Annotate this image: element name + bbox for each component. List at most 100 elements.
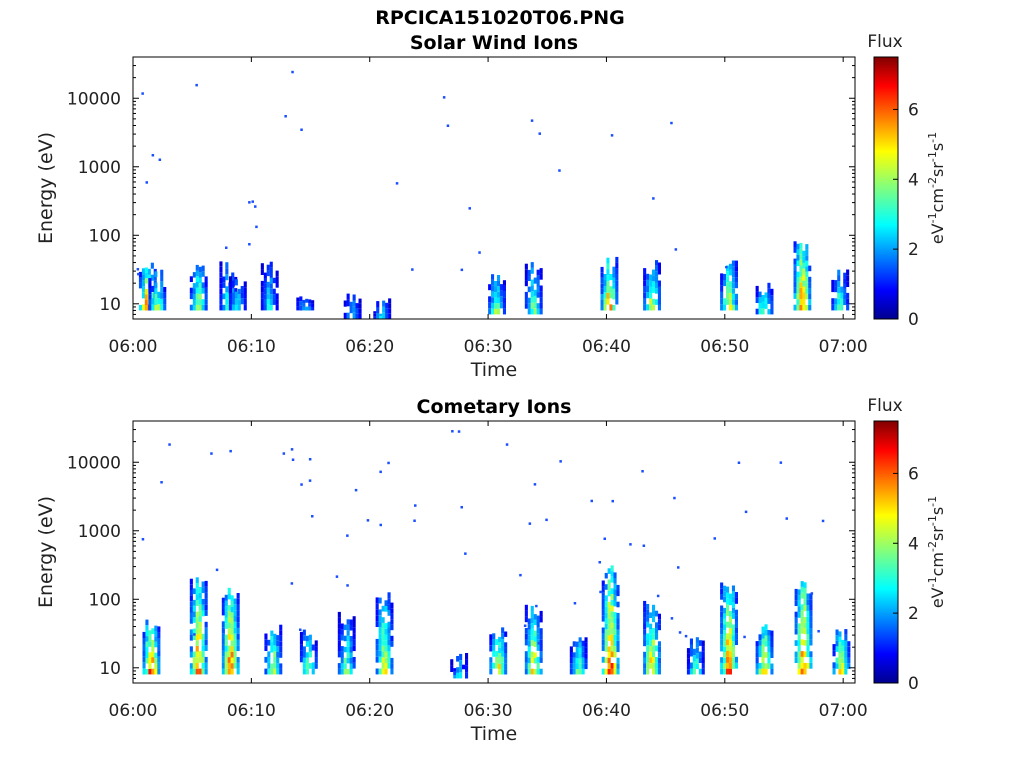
solar-wind-cell [755,291,759,298]
solar-wind-cell [497,308,501,315]
cometary-cell [157,662,161,669]
cometary-cell [613,612,617,618]
cometary-cell [686,648,690,654]
cometary-cell [572,657,576,664]
solar-wind-cell [609,274,613,281]
solar-wind-cell [802,274,806,281]
cometary-cell [613,668,617,675]
cometary-count-dot [290,582,294,585]
solar-wind-cell [138,277,142,283]
cometary-cell [655,633,659,640]
cometary-count-dot [677,566,680,569]
solar-wind-cell [767,288,771,294]
solar-wind-cell [799,248,803,255]
solar-wind-cell [269,267,273,273]
solar-wind-cell [539,297,543,303]
solar-wind-count-dot [151,154,155,157]
cometary-cell [527,646,531,653]
cometary-cell [221,668,225,675]
solar-wind-cell [770,288,774,296]
solar-wind-cell [536,292,540,298]
cometary-cell [189,595,193,602]
cometary-cell [337,663,341,669]
solar-wind-cell [497,280,501,287]
solar-wind-cell [349,307,353,314]
cometary-cell [230,634,234,641]
cometary-cell [233,604,237,611]
solar-wind-cell [494,297,498,304]
cometary-cell [154,641,158,648]
cometary-cell [390,619,394,625]
solar-wind-cell [355,308,359,314]
cometary-cell [728,622,732,629]
solar-wind-cell [151,285,155,292]
cometary-cell [230,646,234,652]
cometary-event [489,627,508,675]
cometary-cell [844,668,848,675]
cometary-cell [770,636,774,642]
cometary-count-dot [670,617,674,620]
cometary-cell [616,618,620,625]
cometary-cell [204,621,208,628]
solar-wind-cell [527,297,531,304]
cometary-cell [761,638,765,645]
cometary-cell [375,597,379,604]
solar-wind-cell [192,299,196,305]
solar-wind-cell [655,288,659,294]
solar-wind-cell [157,291,161,298]
solar-wind-count-dot [195,83,198,87]
solar-wind-cell [657,268,661,275]
cometary-cell [346,668,350,675]
solar-wind-heatmap [136,70,850,319]
solar-wind-cell [793,275,797,282]
solar-wind-cell [805,249,809,256]
solar-wind-cell [148,288,152,295]
cometary-cell [686,653,690,659]
solar-wind-y-tick-label: 10000 [67,89,121,109]
cometary-cell [224,634,228,641]
cometary-cell [198,633,202,640]
solar-wind-cell [767,298,771,304]
cometary-cell [797,634,801,641]
cometary-cell [279,635,283,642]
solar-wind-cell [160,287,164,293]
cometary-cell [601,580,605,587]
solar-wind-cell [655,260,659,266]
cometary-cell [720,582,724,589]
cometary-cell [847,641,851,647]
cometary-cell [227,651,231,658]
cometary-cell [728,599,732,606]
cometary-cell [233,627,237,634]
solar-wind-cell [655,299,659,305]
cometary-cell [616,668,620,675]
cometary-cell [607,652,611,658]
cometary-cell [646,604,650,610]
solar-wind-cell [728,281,732,288]
cometary-cell [375,609,379,616]
cometary-cell [726,592,730,599]
cometary-cell [643,612,647,618]
solar-wind-cell [234,288,238,294]
cometary-cell [192,668,196,675]
cometary-cell [581,657,585,664]
cometary-cell [189,651,193,658]
cometary-count-dot [366,519,370,522]
cometary-cell [230,640,234,647]
cometary-cell [524,610,528,617]
solar-wind-cell [491,285,495,292]
solar-wind-cell [189,287,193,294]
solar-wind-cell [352,312,356,319]
cometary-cell [613,623,617,630]
cometary-cell [701,651,705,658]
cometary-cell [657,652,661,658]
solar-wind-cell [263,305,267,311]
cometary-cell [195,594,199,601]
cometary-cell [204,668,208,675]
solar-wind-cell [234,304,238,311]
solar-wind-cell [302,303,306,307]
cometary-cell [610,565,614,572]
solar-wind-cell [266,281,270,288]
cometary-cell [841,645,845,652]
cometary-cell [346,657,350,664]
solar-wind-cell [655,282,659,289]
